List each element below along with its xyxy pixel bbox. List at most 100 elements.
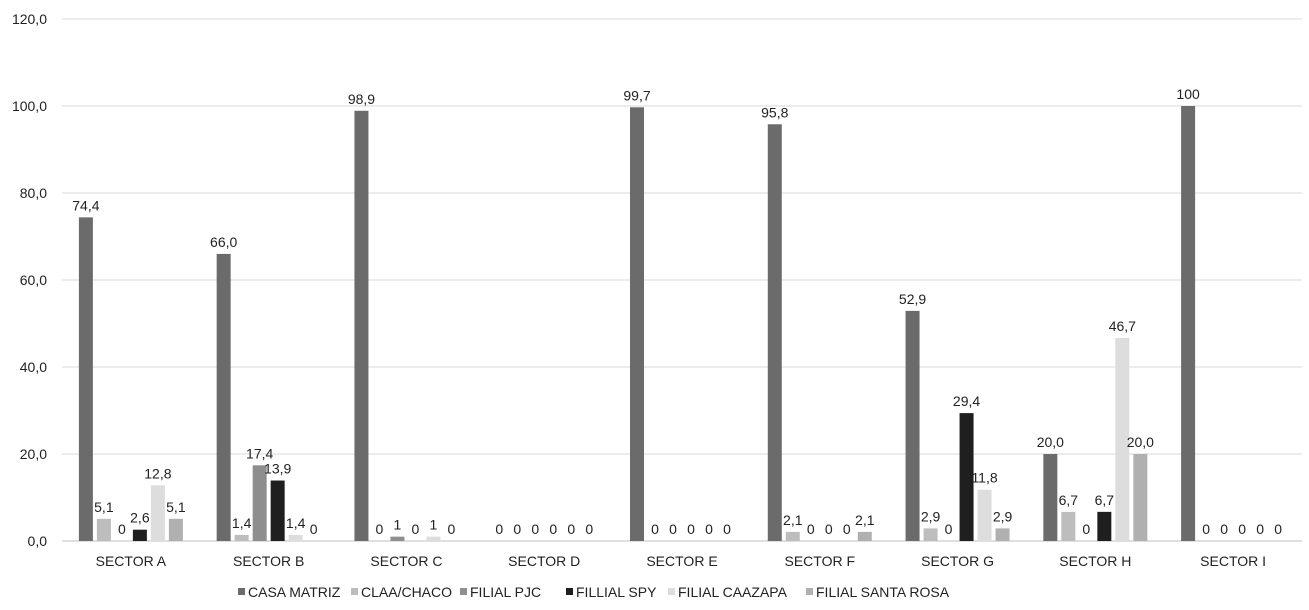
data-label: 0: [945, 521, 953, 537]
data-label: 0: [495, 521, 503, 537]
legend-swatch: [238, 588, 245, 595]
data-label: 20,0: [1037, 434, 1064, 450]
bar: [977, 489, 992, 541]
data-label: 0: [412, 521, 420, 537]
x-category-label: SECTOR G: [921, 553, 994, 569]
data-label: 2,1: [783, 512, 803, 528]
legend-label: CASA MATRIZ: [248, 584, 341, 600]
data-label: 6,7: [1095, 492, 1115, 508]
y-tick-label: 60,0: [20, 272, 47, 288]
data-label: 95,8: [761, 104, 788, 120]
y-tick-label: 20,0: [20, 446, 47, 462]
y-tick-label: 100,0: [12, 98, 47, 114]
bar: [354, 110, 369, 541]
data-label: 98,9: [348, 91, 375, 107]
data-label: 52,9: [899, 291, 926, 307]
data-label: 0: [531, 521, 539, 537]
legend: CASA MATRIZ CLAA/CHACO FILIAL PJC FILLIAL S…: [238, 584, 950, 600]
legend-swatch: [351, 588, 358, 595]
data-label: 0: [376, 521, 384, 537]
bar: [1181, 106, 1196, 541]
bar: [78, 217, 93, 542]
data-labels: 74,45,102,612,85,166,01,417,413,91,4 098,…: [72, 86, 1282, 537]
data-label: 29,4: [953, 393, 980, 409]
data-label: 20,0: [1127, 434, 1154, 450]
x-category-label: SECTOR C: [370, 553, 442, 569]
x-category-label: SECTOR F: [785, 553, 856, 569]
data-label: 0: [567, 521, 575, 537]
bar: [1115, 337, 1130, 541]
data-label: 0: [723, 521, 731, 537]
bar: [234, 534, 249, 541]
bar: [132, 529, 147, 541]
data-label: 2,6: [130, 510, 150, 526]
data-label: 5,1: [166, 499, 186, 515]
legend-swatch: [566, 588, 573, 595]
y-tick-label: 0,0: [28, 533, 48, 549]
data-label: 0: [651, 521, 659, 537]
data-label: 0: [843, 521, 851, 537]
bars: [78, 106, 1196, 542]
gridlines: [62, 18, 1302, 542]
data-label: 0: [1238, 521, 1246, 537]
legend-label: FILIAL PJC: [470, 584, 541, 600]
bar: [857, 531, 872, 541]
data-label: 2,9: [993, 508, 1013, 524]
bar: [1061, 511, 1076, 541]
bar: [1133, 454, 1148, 541]
bar: [168, 518, 183, 541]
bar: [426, 536, 441, 541]
bar: [923, 528, 938, 541]
bar: [216, 253, 231, 541]
data-label: 0: [118, 521, 126, 537]
legend-label: CLAA/CHACO: [361, 584, 452, 600]
y-tick-label: 80,0: [20, 185, 47, 201]
data-label: 0: [1274, 521, 1282, 537]
legend-label: FILIAL CAAZAPA: [678, 584, 788, 600]
data-label: 74,4: [72, 197, 99, 213]
data-label: 100: [1176, 86, 1200, 102]
bar: [96, 518, 111, 541]
bar: [288, 534, 303, 541]
data-label: 0: [1220, 521, 1228, 537]
legend-label: FILIAL SANTA ROSA: [816, 584, 950, 600]
legend-swatch: [806, 588, 813, 595]
data-label: 17,4: [246, 445, 273, 461]
data-label: 99,7: [623, 87, 650, 103]
data-label: 0: [669, 521, 677, 537]
x-category-label: SECTOR A: [96, 553, 167, 569]
data-label: 0: [513, 521, 521, 537]
data-label: 1: [430, 517, 438, 533]
x-axis-categories: SECTOR A SECTOR B SECTOR C SECTOR D SECTOR E…: [96, 553, 1266, 569]
bar: [995, 528, 1010, 541]
bar: [905, 310, 920, 541]
data-label: 0: [1256, 521, 1264, 537]
data-label: 1: [394, 517, 402, 533]
data-label: 0: [1082, 521, 1090, 537]
y-axis-ticks: 0,0 20,0 40,0 60,0 80,0 100,0 120,0: [12, 11, 47, 549]
x-category-label: SECTOR H: [1059, 553, 1131, 569]
x-category-label: SECTOR D: [508, 553, 580, 569]
y-tick-label: 40,0: [20, 359, 47, 375]
data-label: 1,4: [232, 515, 252, 531]
bar: [150, 485, 165, 541]
legend-swatch: [460, 588, 467, 595]
data-label: 0: [705, 521, 713, 537]
data-label: 5,1: [94, 499, 114, 515]
bar: [959, 413, 974, 541]
data-label: 0: [825, 521, 833, 537]
x-category-label: SECTOR I: [1200, 553, 1266, 569]
data-label: 46,7: [1109, 318, 1136, 334]
data-label: 0: [549, 521, 557, 537]
data-label: 1,4: [286, 515, 306, 531]
data-label: 0: [310, 521, 318, 537]
data-label: 0: [807, 521, 815, 537]
bar: [1097, 511, 1112, 541]
data-label: 0: [1202, 521, 1210, 537]
data-label: 0: [585, 521, 593, 537]
data-label: 0: [687, 521, 695, 537]
x-category-label: SECTOR B: [233, 553, 304, 569]
y-tick-label: 120,0: [12, 11, 47, 27]
data-label: 13,9: [264, 461, 291, 477]
